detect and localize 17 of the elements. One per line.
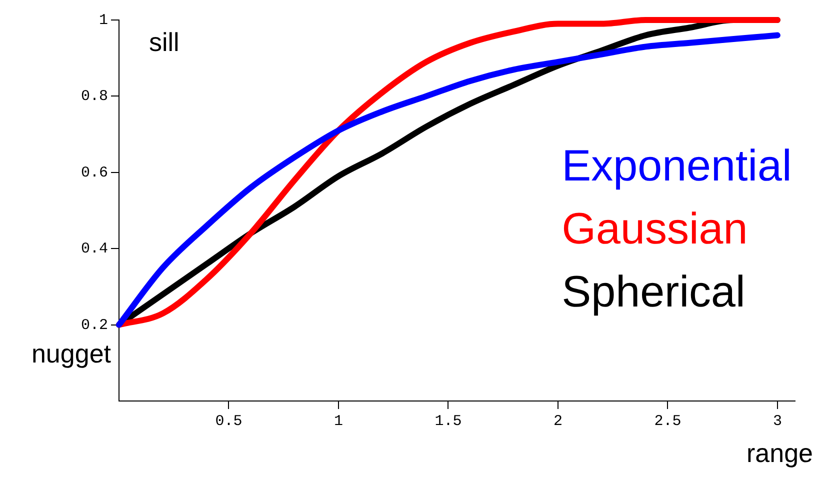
series-label: Exponential — [562, 142, 792, 191]
annotation: sill — [149, 27, 180, 58]
x-tick-label: 1 — [334, 412, 343, 430]
text: range — [746, 438, 813, 468]
x-tick-label: 2.5 — [654, 412, 682, 430]
x-tick-label: 2 — [553, 412, 562, 430]
text: Spherical — [562, 267, 746, 316]
y-tick-label: 0.8 — [80, 88, 108, 106]
x-tick-label: 3 — [772, 412, 782, 430]
x-tick-label: 0.5 — [215, 412, 242, 430]
text: nugget — [31, 338, 112, 368]
y-tick-label: 0.6 — [80, 164, 108, 182]
text: Gaussian — [562, 204, 748, 254]
y-tick-label: 1 — [98, 12, 108, 29]
x-tick-label: 1.5 — [434, 412, 462, 430]
y-tick-label: 0.4 — [80, 240, 108, 258]
y-tick-label: 0.2 — [80, 316, 108, 334]
